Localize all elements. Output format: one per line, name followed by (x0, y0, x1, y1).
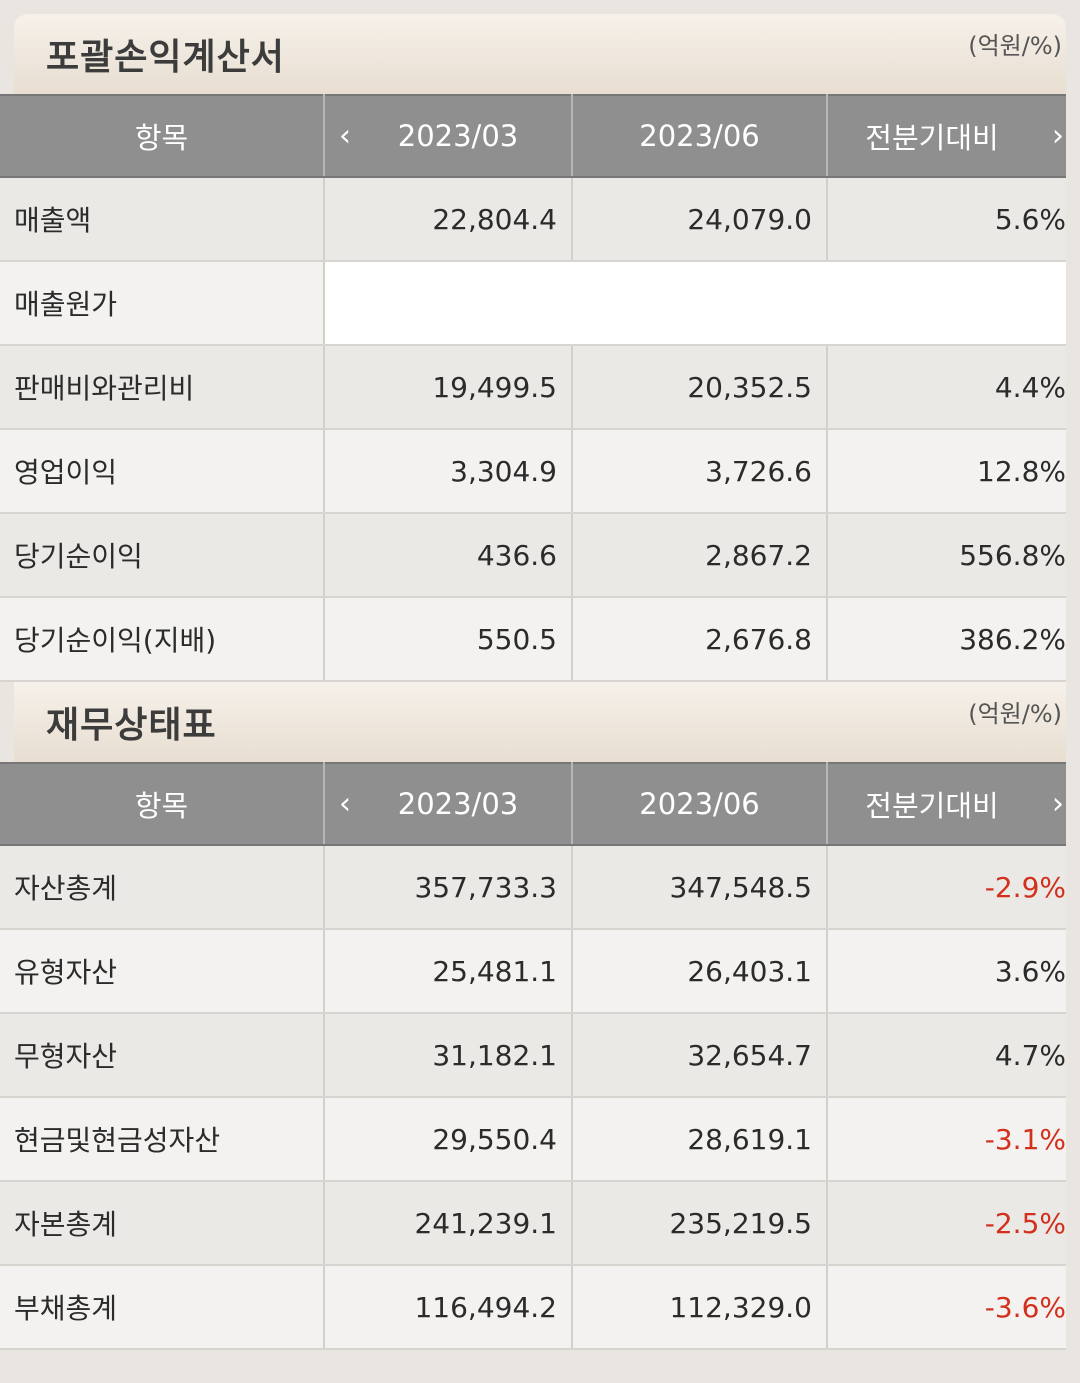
table-row: 부채총계 116,494.2 112,329.0 -3.6% (0, 1265, 1066, 1350)
table-row: 매출액 22,804.4 24,079.0 5.6% (0, 177, 1066, 262)
table-row: 자본총계 241,239.1 235,219.5 -2.5% (0, 1181, 1066, 1266)
chevron-left-icon[interactable]: ‹ (339, 118, 351, 154)
header-compare-label: 전분기대비 (865, 121, 999, 155)
income-section-title: 포괄손익계산서 (46, 37, 285, 78)
header-period-2: 2023/06 (572, 94, 828, 178)
row-change: -2.5% (827, 1181, 1066, 1266)
row-change: 3.6% (827, 929, 1066, 1014)
table-row: 당기순이익(지배) 550.5 2,676.8 386.2% (0, 597, 1066, 682)
income-header-row: 항목 ‹ 2023/03 2023/06 전분기대비 › (0, 94, 1066, 178)
financial-summary-page: 포괄손익계산서 (억원/%) 항목 ‹ 2023/03 2023/06 전분기대… (0, 14, 1080, 1383)
row-value-p1: 436.6 (324, 513, 573, 598)
balance-section-header: 재무상태표 (억원/%) (14, 682, 1066, 762)
row-value-p1: 22,804.4 (324, 177, 573, 262)
row-value-p1: 241,239.1 (324, 1181, 573, 1266)
row-value-p1: 25,481.1 (324, 929, 573, 1014)
balance-unit-label: (억원/%) (968, 700, 1062, 728)
header-compare: 전분기대비 › (827, 94, 1066, 178)
balance-section-title: 재무상태표 (46, 705, 217, 746)
income-table: 항목 ‹ 2023/03 2023/06 전분기대비 › 매출액 22,804.… (0, 94, 1066, 682)
row-label: 유형자산 (0, 929, 325, 1014)
row-value-p1: 550.5 (324, 597, 573, 682)
row-change: 5.6% (827, 177, 1066, 262)
header-period-1-label: 2023/03 (397, 787, 519, 821)
row-label: 무형자산 (0, 1013, 325, 1098)
row-change: -3.1% (827, 1097, 1066, 1182)
row-label: 부채총계 (0, 1265, 325, 1350)
header-item: 항목 (0, 94, 325, 178)
table-row: 판매비와관리비 19,499.5 20,352.5 4.4% (0, 345, 1066, 430)
row-value-p2: 2,676.8 (572, 597, 828, 682)
row-change: 4.4% (827, 345, 1066, 430)
header-period-1: ‹ 2023/03 (324, 762, 573, 846)
row-value-p1: 31,182.1 (324, 1013, 573, 1098)
row-change: 556.8% (827, 513, 1066, 598)
table-row: 유형자산 25,481.1 26,403.1 3.6% (0, 929, 1066, 1014)
chevron-right-icon[interactable]: › (1052, 118, 1064, 154)
table-row: 현금및현금성자산 29,550.4 28,619.1 -3.1% (0, 1097, 1066, 1182)
row-change: 12.8% (827, 429, 1066, 514)
row-label: 영업이익 (0, 429, 325, 514)
row-value-p2: 28,619.1 (572, 1097, 828, 1182)
table-row: 당기순이익 436.6 2,867.2 556.8% (0, 513, 1066, 598)
income-unit-label: (억원/%) (968, 32, 1062, 60)
header-period-2: 2023/06 (572, 762, 828, 846)
row-value-p2: 347,548.5 (572, 845, 828, 930)
row-label: 매출원가 (0, 261, 325, 346)
table-row: 영업이익 3,304.9 3,726.6 12.8% (0, 429, 1066, 514)
row-value-p2: 2,867.2 (572, 513, 828, 598)
balance-table: 항목 ‹ 2023/03 2023/06 전분기대비 › 자산총계 357,73… (0, 762, 1066, 1350)
table-row: 무형자산 31,182.1 32,654.7 4.7% (0, 1013, 1066, 1098)
row-label: 당기순이익 (0, 513, 325, 598)
row-value-p1: 3,304.9 (324, 429, 573, 514)
row-value-p2: 3,726.6 (572, 429, 828, 514)
row-value-p2: 26,403.1 (572, 929, 828, 1014)
header-compare-label: 전분기대비 (865, 789, 999, 823)
row-change: -2.9% (827, 845, 1066, 930)
row-change: -3.6% (827, 1265, 1066, 1350)
table-row: 매출원가 (0, 261, 1066, 346)
row-label: 현금및현금성자산 (0, 1097, 325, 1182)
balance-header-row: 항목 ‹ 2023/03 2023/06 전분기대비 › (0, 762, 1066, 846)
row-change: 4.7% (827, 1013, 1066, 1098)
chevron-left-icon[interactable]: ‹ (339, 786, 351, 822)
row-value-p1: 116,494.2 (324, 1265, 573, 1350)
chevron-right-icon[interactable]: › (1052, 786, 1064, 822)
row-value-p2: 112,329.0 (572, 1265, 828, 1350)
header-item: 항목 (0, 762, 325, 846)
row-value-p2: 20,352.5 (572, 345, 828, 430)
row-value-p2: 235,219.5 (572, 1181, 828, 1266)
row-label: 매출액 (0, 177, 325, 262)
row-label: 자산총계 (0, 845, 325, 930)
income-section-header: 포괄손익계산서 (억원/%) (14, 14, 1066, 94)
row-label: 판매비와관리비 (0, 345, 325, 430)
row-empty-values (324, 261, 1066, 346)
row-value-p1: 357,733.3 (324, 845, 573, 930)
table-row: 자산총계 357,733.3 347,548.5 -2.9% (0, 845, 1066, 930)
row-label: 당기순이익(지배) (0, 597, 325, 682)
header-compare: 전분기대비 › (827, 762, 1066, 846)
row-value-p2: 24,079.0 (572, 177, 828, 262)
row-value-p2: 32,654.7 (572, 1013, 828, 1098)
row-label: 자본총계 (0, 1181, 325, 1266)
row-change: 386.2% (827, 597, 1066, 682)
header-period-1-label: 2023/03 (397, 119, 519, 153)
row-value-p1: 19,499.5 (324, 345, 573, 430)
header-period-1: ‹ 2023/03 (324, 94, 573, 178)
row-value-p1: 29,550.4 (324, 1097, 573, 1182)
